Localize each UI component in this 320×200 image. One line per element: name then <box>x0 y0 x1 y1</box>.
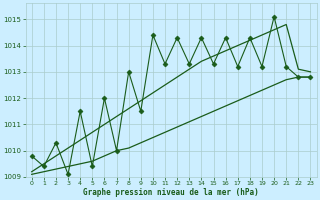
X-axis label: Graphe pression niveau de la mer (hPa): Graphe pression niveau de la mer (hPa) <box>83 188 259 197</box>
